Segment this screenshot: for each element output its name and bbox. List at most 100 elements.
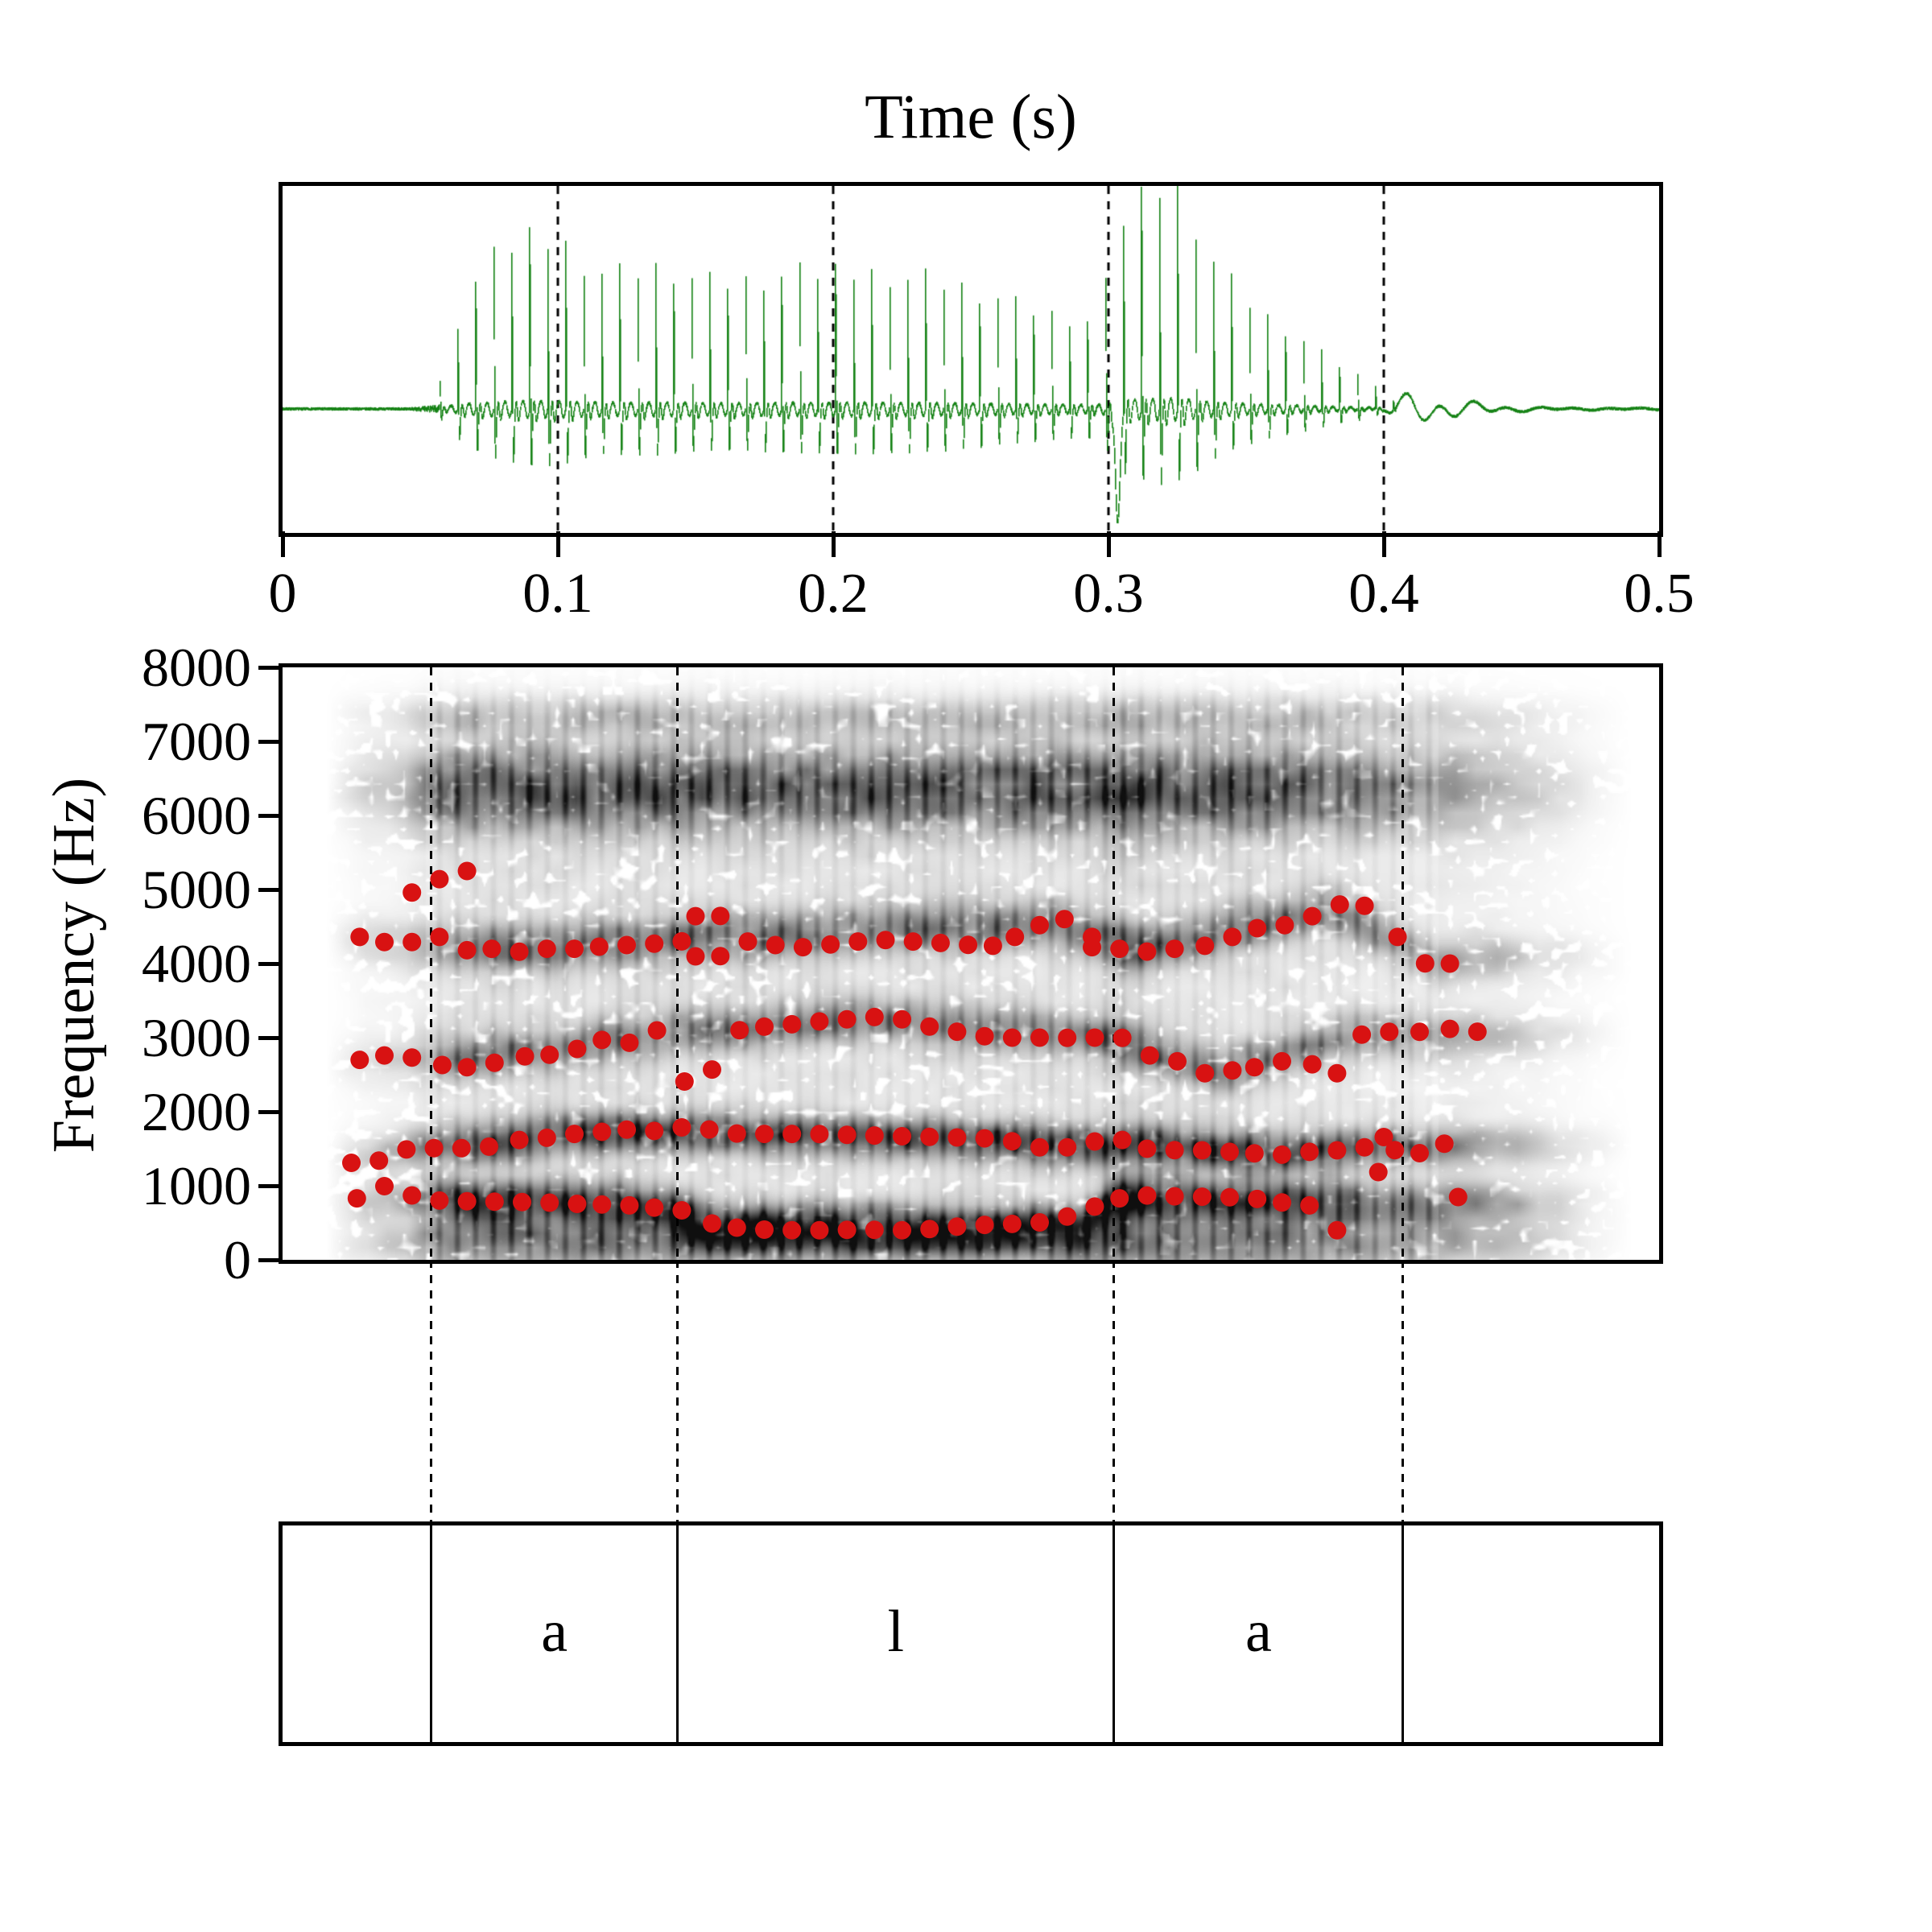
formant-dot-F3	[920, 1017, 939, 1036]
tier-boundary	[430, 1525, 433, 1742]
formant-dot-F4	[983, 936, 1002, 956]
formant-dot-F3	[1168, 1051, 1187, 1071]
formant-dot-F3	[893, 1009, 911, 1029]
time-tick-label: 0.2	[798, 563, 869, 625]
formant-dot-F1	[782, 1220, 802, 1240]
formant-dot-F2	[1137, 1139, 1157, 1158]
tier-boundary	[1402, 1525, 1405, 1742]
formant-dot-F3	[1410, 1022, 1429, 1042]
formant-dot-F4	[402, 932, 422, 952]
formant-dot-F4	[350, 927, 369, 947]
formant-dot-F3	[568, 1039, 587, 1059]
formant-dot-F4	[1195, 936, 1215, 956]
formant-dot-F4	[1083, 938, 1101, 957]
phone-boundary-line	[1113, 667, 1116, 1260]
formant-dot-F1	[893, 1220, 911, 1240]
formant-dot-F2	[510, 1130, 529, 1150]
frequency-axis-title: Frequency (Hz)	[41, 777, 107, 1154]
formant-dot-F2	[592, 1122, 612, 1141]
formant-dot-F1	[837, 1220, 857, 1240]
boundary-connector-line	[1113, 1260, 1116, 1525]
formant-dots-layer	[342, 861, 1487, 1240]
formant-dot-extra	[1368, 1162, 1388, 1182]
formant-dot-F2	[1002, 1132, 1022, 1151]
formant-dot-F4	[645, 934, 664, 953]
spectrogram-panel	[279, 663, 1663, 1264]
frequency-tick-label: 1000	[142, 1155, 251, 1216]
formant-dot-F3	[647, 1021, 667, 1040]
formant-dot-F2	[865, 1126, 884, 1146]
formant-dot-F1	[1273, 1193, 1291, 1212]
phone-boundary-line	[676, 667, 679, 1260]
formant-dot-F3	[730, 1021, 749, 1040]
formant-dot-F4	[793, 938, 812, 957]
formant-dot-F2	[369, 1151, 389, 1170]
formant-dot-F4	[903, 932, 923, 952]
formant-dot-F2	[975, 1129, 994, 1148]
formant-dot-F2	[1058, 1137, 1077, 1157]
formant-dot-F4	[1415, 954, 1435, 973]
formant-dot-F3	[1327, 1063, 1347, 1083]
formant-dot-F1	[947, 1217, 967, 1236]
formant-dot-F2	[893, 1127, 911, 1146]
formant-dot-F1	[485, 1192, 504, 1212]
formant-dot-F3	[1113, 1028, 1132, 1047]
formant-dot-F2	[1113, 1130, 1132, 1150]
formant-dot-F1	[402, 1186, 422, 1205]
formant-dot-F1	[1220, 1187, 1239, 1207]
formant-dot-F2	[1273, 1145, 1291, 1164]
time-tick	[1382, 531, 1386, 557]
formant-dot-F3	[810, 1012, 829, 1031]
formant-dot-F1	[1137, 1186, 1157, 1205]
formant-dot-F4	[1137, 942, 1157, 961]
frequency-tick	[258, 1110, 283, 1114]
formant-dot-F2	[452, 1138, 471, 1158]
formant-dot-F1	[513, 1192, 531, 1212]
formant-dot-F2	[782, 1125, 802, 1144]
formant-dot-F1	[975, 1216, 994, 1235]
formant-dot-F4	[1248, 919, 1267, 938]
frequency-tick-label: 5000	[142, 859, 251, 920]
formant-dot-F4	[457, 940, 477, 960]
formant-dot-F2	[700, 1120, 719, 1139]
formant-dot-F4	[482, 939, 502, 959]
formant-dot-F3	[782, 1014, 802, 1034]
formant-dot-F1	[592, 1195, 612, 1214]
formant-dot-F5	[457, 861, 477, 881]
formant-dot-F2	[1192, 1141, 1212, 1160]
formant-dot-F1	[1192, 1187, 1212, 1207]
phone-boundary-line	[1402, 667, 1405, 1260]
formant-dot-F1	[1030, 1213, 1049, 1232]
formant-dot-F4	[876, 931, 895, 950]
formant-dot-F3	[1440, 1019, 1459, 1038]
formant-dot-F5	[402, 883, 422, 902]
formant-dot-F2	[424, 1138, 444, 1158]
time-tick-label: 0.3	[1073, 563, 1144, 625]
formant-dot-F3	[1468, 1022, 1487, 1042]
formant-dot-F2	[1410, 1144, 1429, 1162]
tier-segment-label: l	[887, 1599, 905, 1665]
formant-dot-F3	[1140, 1046, 1159, 1065]
textgrid-tier	[279, 1521, 1663, 1746]
frequency-tick-label: 2000	[142, 1081, 251, 1142]
formant-dot-F3	[865, 1007, 884, 1026]
formant-dot-F1	[920, 1220, 939, 1239]
tier-boundary	[1113, 1525, 1116, 1742]
formant-dot-F3	[592, 1030, 612, 1050]
formant-dot-F4	[510, 942, 529, 961]
formant-dot-F2	[1165, 1141, 1184, 1160]
time-tick	[556, 531, 560, 557]
formant-dot-F1	[810, 1220, 829, 1240]
formant-dot-F2	[1435, 1134, 1454, 1154]
formant-dot-F3	[1223, 1061, 1242, 1080]
formant-dot-F4	[672, 931, 691, 951]
formant-dot-F2	[947, 1128, 967, 1147]
formant-dot-F1	[1300, 1195, 1319, 1215]
formant-dot-F3	[755, 1017, 774, 1036]
boundary-connector-line	[430, 1260, 433, 1525]
formant-dot-F1	[1085, 1197, 1104, 1216]
formant-dot-F2	[565, 1125, 584, 1144]
formant-dot-F3	[1030, 1028, 1049, 1047]
time-tick	[832, 531, 836, 557]
